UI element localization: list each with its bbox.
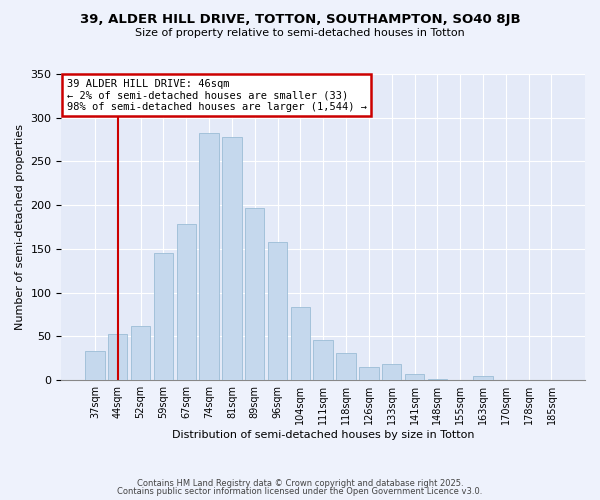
Bar bbox=[290, 306, 310, 380]
Text: 39 ALDER HILL DRIVE: 46sqm
← 2% of semi-detached houses are smaller (33)
98% of : 39 ALDER HILL DRIVE: 46sqm ← 2% of semi-… bbox=[67, 78, 367, 112]
Bar bbox=[473, 376, 493, 380]
Bar bbox=[405, 374, 424, 380]
Bar bbox=[85, 352, 104, 380]
Bar bbox=[268, 242, 287, 380]
Bar bbox=[222, 137, 242, 380]
Bar bbox=[382, 364, 401, 380]
Bar bbox=[313, 340, 333, 380]
Bar bbox=[337, 353, 356, 380]
Bar bbox=[199, 134, 219, 380]
Bar bbox=[176, 224, 196, 380]
Text: Size of property relative to semi-detached houses in Totton: Size of property relative to semi-detach… bbox=[135, 28, 465, 38]
Text: 39, ALDER HILL DRIVE, TOTTON, SOUTHAMPTON, SO40 8JB: 39, ALDER HILL DRIVE, TOTTON, SOUTHAMPTO… bbox=[80, 12, 520, 26]
Bar bbox=[359, 367, 379, 380]
Bar bbox=[131, 326, 150, 380]
X-axis label: Distribution of semi-detached houses by size in Totton: Distribution of semi-detached houses by … bbox=[172, 430, 475, 440]
Y-axis label: Number of semi-detached properties: Number of semi-detached properties bbox=[15, 124, 25, 330]
Text: Contains public sector information licensed under the Open Government Licence v3: Contains public sector information licen… bbox=[118, 487, 482, 496]
Text: Contains HM Land Registry data © Crown copyright and database right 2025.: Contains HM Land Registry data © Crown c… bbox=[137, 478, 463, 488]
Bar bbox=[245, 208, 265, 380]
Bar bbox=[108, 334, 127, 380]
Bar bbox=[154, 254, 173, 380]
